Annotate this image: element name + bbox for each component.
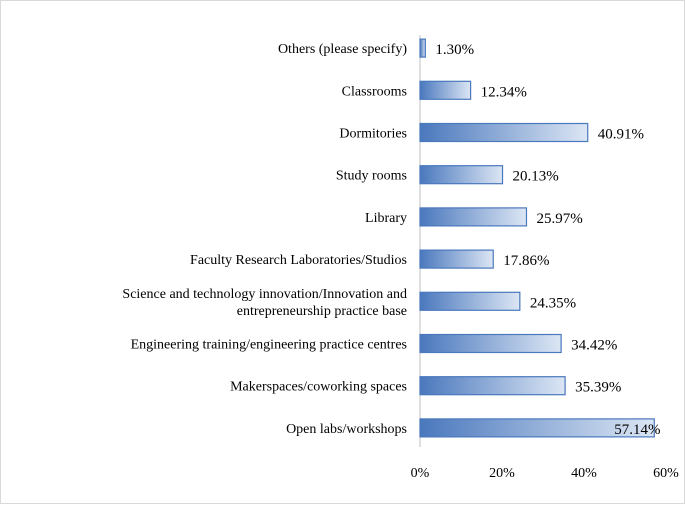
bar-1: [419, 80, 472, 100]
category-label-3: Study rooms: [336, 169, 407, 184]
bar-7: [419, 333, 562, 354]
category-label-0: Others (please specify): [278, 42, 407, 57]
category-labels: Others (please specify) Classrooms Dormito…: [122, 42, 407, 437]
value-label-7: 34.42%: [571, 338, 617, 354]
value-label-3: 20.13%: [513, 169, 559, 185]
bar-8: [419, 376, 566, 396]
bars-group: [419, 38, 655, 438]
x-tick-1: 20%: [489, 466, 515, 481]
category-label-8: Makerspaces/coworking spaces: [230, 380, 407, 395]
value-label-1: 12.34%: [481, 84, 527, 100]
category-label-7: Engineering training/engineering practic…: [131, 338, 407, 353]
category-label-9: Open labs/workshops: [286, 422, 407, 437]
bar-2: [419, 122, 589, 143]
bar-5: [419, 249, 494, 269]
category-label-2: Dormitories: [339, 127, 407, 142]
value-label-0: 1.30%: [435, 42, 474, 58]
x-tick-0: 0%: [411, 466, 430, 481]
value-label-6: 24.35%: [530, 295, 576, 311]
bar-3: [419, 165, 504, 185]
value-labels: 1.30% 12.34% 40.91% 20.13% 25.97% 17.86% 24.35…: [435, 42, 660, 438]
category-label-5: Faculty Research Laboratories/Studios: [190, 253, 407, 268]
category-label-6: Science and technology innovation/Innova…: [122, 287, 407, 319]
x-tick-labels: 0% 20% 40% 60%: [411, 466, 680, 481]
value-label-4: 25.97%: [536, 211, 582, 227]
value-label-9: 57.14%: [614, 422, 660, 438]
category-label-1: Classrooms: [342, 84, 407, 99]
value-label-2: 40.91%: [598, 127, 644, 143]
x-tick-3: 60%: [653, 466, 679, 481]
bar-4: [419, 207, 528, 227]
value-label-8: 35.39%: [575, 380, 621, 396]
bar-0: [419, 38, 426, 58]
category-label-4: Library: [365, 211, 407, 226]
bar-6: [419, 291, 521, 311]
value-label-5: 17.86%: [503, 253, 549, 269]
x-tick-2: 40%: [571, 466, 597, 481]
bar-9: [419, 418, 655, 438]
